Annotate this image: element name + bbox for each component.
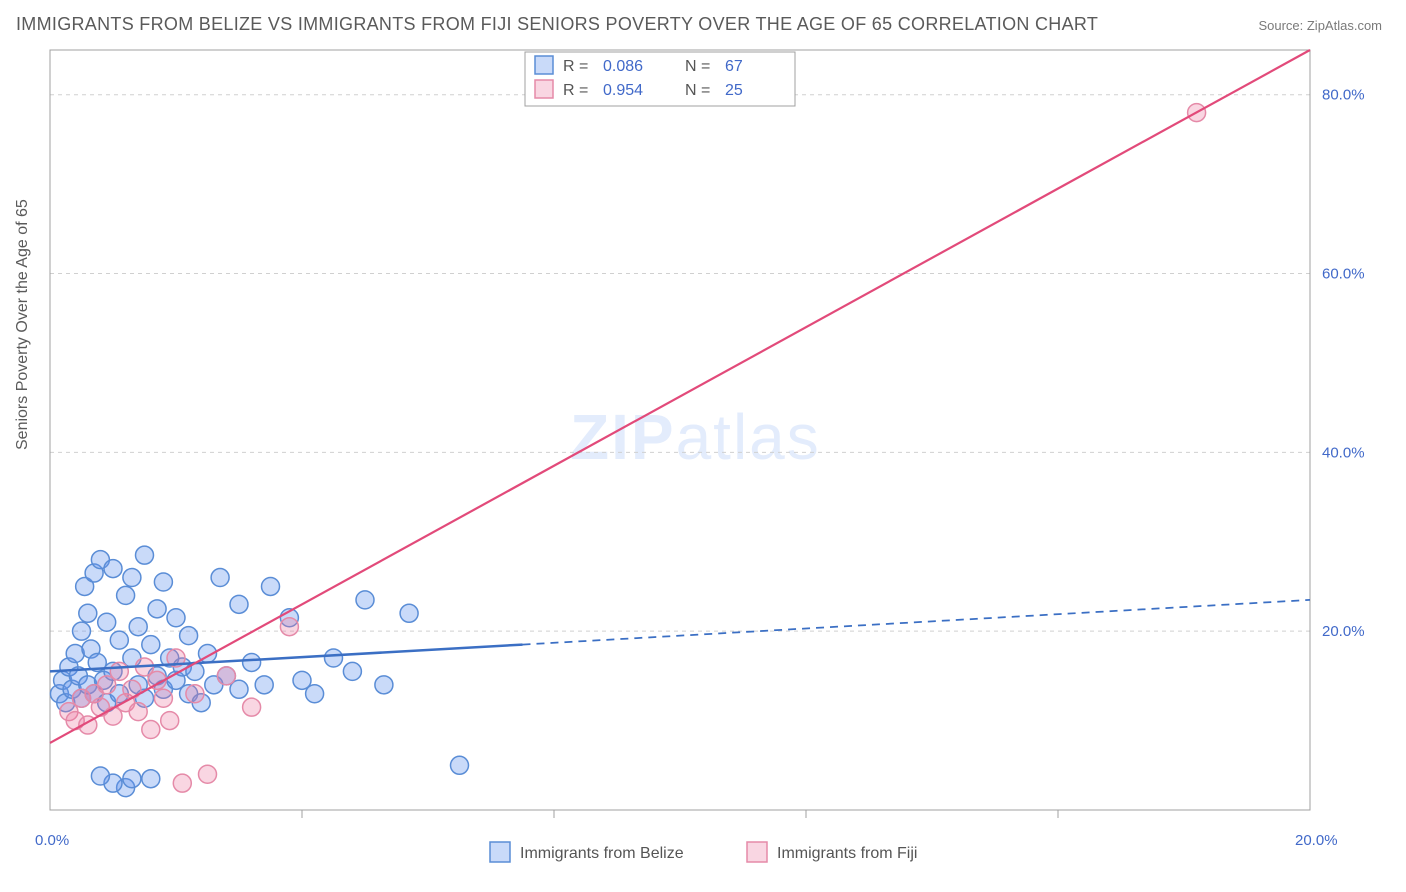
data-point-belize [154,573,172,591]
data-point-belize [180,627,198,645]
x-tick-label: 20.0% [1295,832,1338,849]
data-point-belize [142,770,160,788]
data-point-fiji [110,662,128,680]
y-tick-label: 20.0% [1322,623,1365,640]
data-point-belize [98,613,116,631]
data-point-belize [79,604,97,622]
data-point-fiji [243,698,261,716]
data-point-belize [211,569,229,587]
data-point-fiji [142,721,160,739]
stats-n-label: N = [685,82,710,99]
data-point-belize [356,591,374,609]
data-point-fiji [129,703,147,721]
data-point-belize [255,676,273,694]
stats-r-label: R = [563,58,588,75]
data-point-belize [104,560,122,578]
x-tick-label: 0.0% [35,832,69,849]
data-point-belize [375,676,393,694]
data-point-belize [167,609,185,627]
data-point-belize [186,662,204,680]
data-point-belize [230,595,248,613]
data-point-belize [123,569,141,587]
data-point-belize [243,653,261,671]
stats-n-label: N = [685,58,710,75]
y-tick-label: 40.0% [1322,444,1365,461]
data-point-fiji [199,765,217,783]
stats-r-value: 0.954 [603,82,643,99]
y-tick-label: 60.0% [1322,266,1365,283]
legend-label-belize: Immigrants from Belize [520,845,684,862]
stats-swatch-belize [535,56,553,74]
stats-r-value: 0.086 [603,58,643,75]
data-point-belize [400,604,418,622]
data-point-belize [262,577,280,595]
data-point-fiji [173,774,191,792]
regression-line-belize-dashed [523,600,1311,645]
data-point-belize [91,767,109,785]
data-point-belize [306,685,324,703]
data-point-belize [73,622,91,640]
y-tick-label: 80.0% [1322,87,1365,104]
stats-n-value: 25 [725,82,743,99]
data-point-fiji [161,712,179,730]
data-point-fiji [154,689,172,707]
data-point-belize [142,636,160,654]
stats-swatch-fiji [535,80,553,98]
data-point-belize [343,662,361,680]
data-point-belize [117,586,135,604]
data-point-belize [451,756,469,774]
regression-line-fiji [50,50,1310,743]
data-point-belize [325,649,343,667]
data-point-belize [136,546,154,564]
data-point-belize [123,770,141,788]
data-point-belize [148,600,166,618]
data-point-fiji [186,685,204,703]
correlation-scatter-chart: 0.0% 20.0% 20.0% 40.0% 60.0% 80.0% R = 0.086 N… [0,0,1406,892]
legend-swatch-fiji [747,842,767,862]
data-point-fiji [280,618,298,636]
data-point-belize [129,618,147,636]
legend-swatch-belize [490,842,510,862]
stats-r-label: R = [563,82,588,99]
data-point-belize [110,631,128,649]
data-point-fiji [217,667,235,685]
legend-label-fiji: Immigrants from Fiji [777,845,917,862]
stats-n-value: 67 [725,58,743,75]
